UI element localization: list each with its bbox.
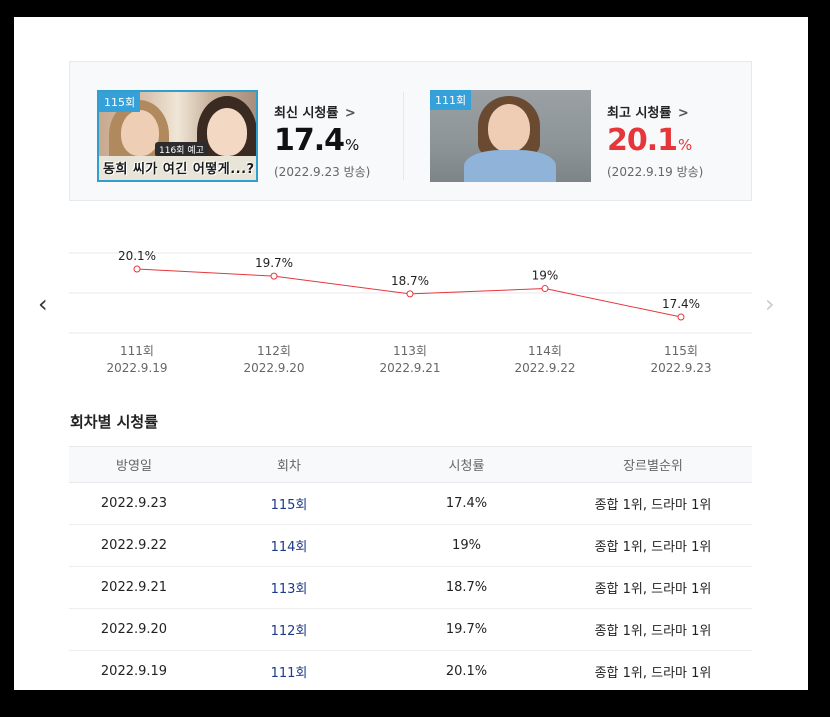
rating-point[interactable] xyxy=(133,265,141,273)
column-header-rank: 장르별순위 xyxy=(554,446,752,483)
best-rating-value: 20.1% xyxy=(607,123,692,158)
x-tick-date: 2022.9.22 xyxy=(514,361,575,375)
chevron-left-icon[interactable]: ‹ xyxy=(38,290,48,318)
content-frame: 116회 예고 동희 씨가 여긴 어떻게...? 115회 최신 시청률 > 1… xyxy=(14,17,808,690)
rating-data-label: 19.7% xyxy=(255,256,293,270)
table-header-row: 방영일 회차 시청률 장르별순위 xyxy=(69,446,752,483)
cell-episode-link[interactable]: 114회 xyxy=(199,524,379,567)
thumb-figure-body xyxy=(464,150,556,182)
best-rating-info: 최고 시청률 > 20.1% (2022.9.19 방송) xyxy=(607,102,703,180)
cell-rank: 종합 1위, 드라마 1위 xyxy=(554,482,752,525)
cell-episode-link[interactable]: 113회 xyxy=(199,566,379,609)
cell-rating: 19% xyxy=(379,524,554,567)
rating-trend-chart: ‹ 20.1% 111회 2022.9.19 19.7% 112회 2022.9.20 18… xyxy=(14,245,808,385)
rating-data-label: 20.1% xyxy=(118,249,156,263)
x-tick-episode: 113회 xyxy=(393,344,427,358)
cell-episode-link[interactable]: 112회 xyxy=(199,608,379,651)
thumb-figure-face xyxy=(207,108,247,156)
thumb-figure-face xyxy=(121,110,159,156)
chevron-right-icon: > xyxy=(677,106,689,121)
rating-point[interactable] xyxy=(406,290,414,298)
rating-line-chart: 20.1% 111회 2022.9.19 19.7% 112회 2022.9.20 18.7… xyxy=(69,249,752,375)
latest-rating-value: 17.4% xyxy=(274,123,359,158)
cell-rating: 17.4% xyxy=(379,482,554,525)
x-tick-date: 2022.9.20 xyxy=(243,361,304,375)
x-tick-episode: 115회 xyxy=(664,344,698,358)
cell-date: 2022.9.19 xyxy=(69,650,199,690)
rating-data-label: 18.7% xyxy=(391,274,429,288)
best-rating-label[interactable]: 최고 시청률 > xyxy=(607,106,689,121)
rating-data-label: 19% xyxy=(532,269,559,283)
latest-rating-label[interactable]: 최신 시청률 > xyxy=(274,106,356,121)
column-header-episode: 회차 xyxy=(199,446,379,483)
thumb-caption: 동희 씨가 여긴 어떻게...? xyxy=(103,162,255,177)
cell-rating: 19.7% xyxy=(379,608,554,651)
best-broadcast-date: (2022.9.19 방송) xyxy=(607,165,704,179)
cell-rank: 종합 1위, 드라마 1위 xyxy=(554,650,752,690)
rating-point[interactable] xyxy=(677,313,685,321)
rating-summary: 116회 예고 동희 씨가 여긴 어떻게...? 115회 최신 시청률 > 1… xyxy=(69,61,752,201)
rating-point[interactable] xyxy=(541,285,549,293)
episode-ratings-title: 회차별 시청률 xyxy=(70,413,159,431)
episode-badge: 115회 xyxy=(99,92,141,112)
thumb-preview-tag: 116회 예고 xyxy=(155,142,208,157)
cell-date: 2022.9.23 xyxy=(69,482,199,525)
cell-episode-link[interactable]: 111회 xyxy=(199,650,379,690)
table-row: 2022.9.19 111회 20.1% 종합 1위, 드라마 1위 xyxy=(69,650,752,690)
cell-rating: 20.1% xyxy=(379,650,554,690)
cell-date: 2022.9.20 xyxy=(69,608,199,651)
episode-ratings-table: 방영일 회차 시청률 장르별순위 2022.9.23 115회 17.4% 종합… xyxy=(69,446,752,690)
cell-date: 2022.9.21 xyxy=(69,566,199,609)
table-row: 2022.9.21 113회 18.7% 종합 1위, 드라마 1위 xyxy=(69,566,752,609)
table-row: 2022.9.20 112회 19.7% 종합 1위, 드라마 1위 xyxy=(69,608,752,651)
chevron-right-icon[interactable]: › xyxy=(765,290,775,318)
episode-badge: 111회 xyxy=(430,90,472,110)
latest-broadcast-date: (2022.9.23 방송) xyxy=(274,165,371,179)
latest-rating-info: 최신 시청률 > 17.4% (2022.9.23 방송) xyxy=(274,102,370,180)
x-tick-episode: 111회 xyxy=(120,344,154,358)
cell-date: 2022.9.22 xyxy=(69,524,199,567)
best-rating-card[interactable]: 111회 최고 시청률 > 20.1% (2022.9.19 방송) xyxy=(430,90,730,182)
table-row: 2022.9.22 114회 19% 종합 1위, 드라마 1위 xyxy=(69,524,752,567)
cell-rank: 종합 1위, 드라마 1위 xyxy=(554,524,752,567)
rating-data-label: 17.4% xyxy=(662,297,700,311)
column-header-date: 방영일 xyxy=(69,446,199,483)
table-row: 2022.9.23 115회 17.4% 종합 1위, 드라마 1위 xyxy=(69,482,752,525)
rating-point[interactable] xyxy=(270,272,278,280)
thumb-figure-face xyxy=(488,104,530,152)
best-episode-thumbnail[interactable]: 111회 xyxy=(430,90,591,182)
latest-rating-card[interactable]: 116회 예고 동희 씨가 여긴 어떻게...? 115회 최신 시청률 > 1… xyxy=(97,90,387,182)
thumb-caption-strip xyxy=(99,156,256,180)
cell-episode-link[interactable]: 115회 xyxy=(199,482,379,525)
x-tick-date: 2022.9.23 xyxy=(650,361,711,375)
chevron-right-icon: > xyxy=(344,106,356,121)
x-tick-date: 2022.9.19 xyxy=(106,361,167,375)
latest-episode-thumbnail[interactable]: 116회 예고 동희 씨가 여긴 어떻게...? 115회 xyxy=(97,90,258,182)
cell-rank: 종합 1위, 드라마 1위 xyxy=(554,608,752,651)
x-tick-episode: 114회 xyxy=(528,344,562,358)
cell-rating: 18.7% xyxy=(379,566,554,609)
x-tick-episode: 112회 xyxy=(257,344,291,358)
summary-divider xyxy=(403,92,404,180)
column-header-rating: 시청률 xyxy=(379,446,554,483)
cell-rank: 종합 1위, 드라마 1위 xyxy=(554,566,752,609)
x-tick-date: 2022.9.21 xyxy=(379,361,440,375)
